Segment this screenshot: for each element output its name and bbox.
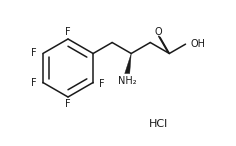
Polygon shape	[125, 53, 131, 73]
Text: F: F	[99, 79, 105, 88]
Text: F: F	[65, 99, 71, 109]
Text: F: F	[65, 27, 71, 37]
Text: HCl: HCl	[148, 119, 168, 129]
Text: O: O	[154, 27, 162, 37]
Text: F: F	[31, 79, 37, 88]
Text: OH: OH	[190, 39, 206, 49]
Text: NH₂: NH₂	[118, 77, 137, 86]
Text: F: F	[31, 47, 37, 58]
